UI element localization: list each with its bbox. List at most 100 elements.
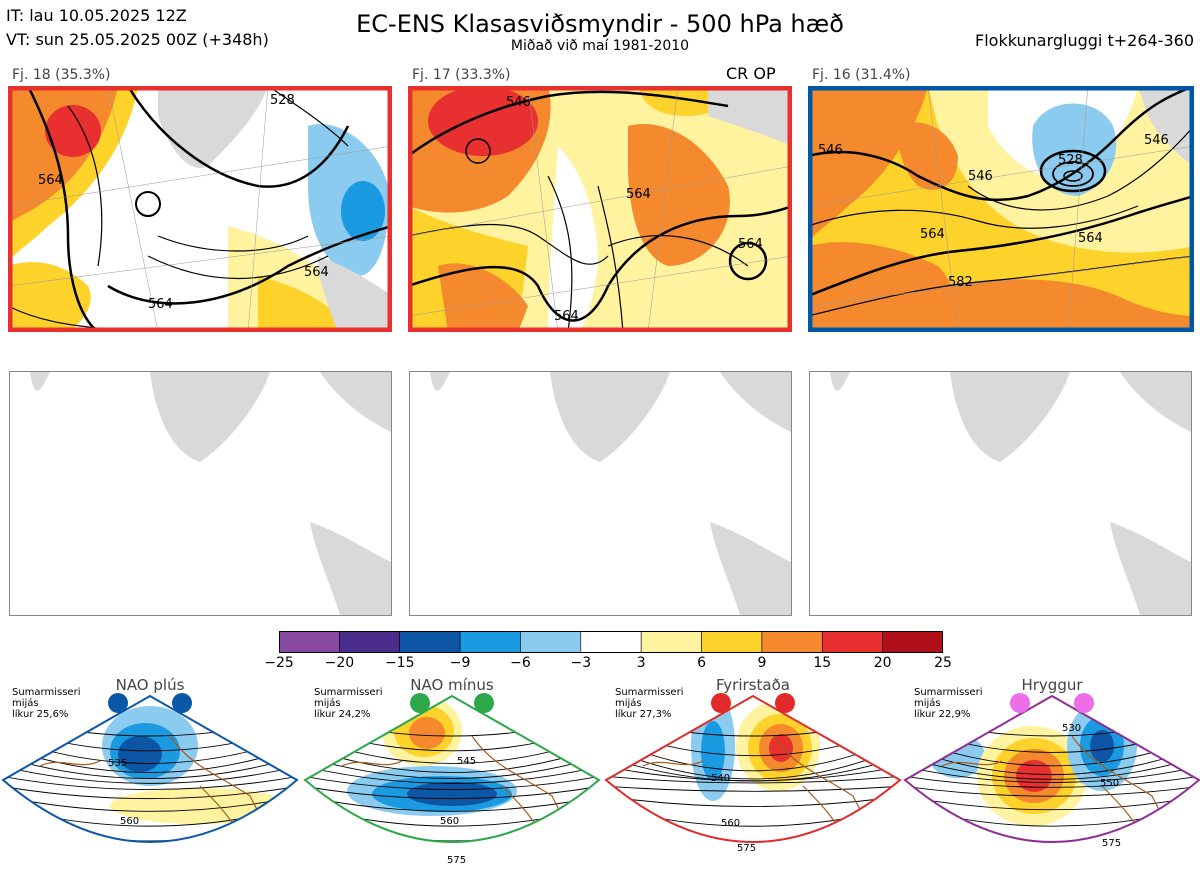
regime-pole-dot — [172, 693, 192, 713]
panel-3-border — [808, 86, 1194, 332]
colorbar-tick-label: 20 — [873, 655, 892, 671]
panel-2-label: Fj. 17 (33.3%) — [412, 67, 511, 83]
colorbar-tick-label: 25 — [934, 655, 952, 671]
regime-contour-label: 545 — [457, 756, 476, 767]
colorbar-cell — [821, 631, 883, 653]
panel-3-contour-label: 546 — [818, 143, 843, 158]
regime-fan-border — [303, 694, 601, 843]
colorbar-cell — [761, 631, 823, 653]
regime-fan-border — [604, 694, 902, 843]
cluster-map-3[interactable]: 546 546 528 564 564 582 546 — [808, 86, 1194, 332]
colorbar-tick-label: 3 — [636, 655, 646, 671]
panel-2-contour-label: 564 — [738, 237, 763, 252]
cluster-map-3-graphic: 546 546 528 564 564 582 546 — [808, 86, 1194, 332]
panel-1-border — [8, 86, 392, 332]
regime-info-line: mijás — [615, 698, 642, 709]
regime-fan-map: 545 560 575 — [303, 693, 601, 866]
colorbar-tick-label: 15 — [813, 655, 832, 671]
regime-info-line: mijás — [314, 698, 341, 709]
regime-title: NAO mínus — [410, 676, 494, 694]
empty-map-2-land — [430, 372, 791, 615]
panel-1-contour-label: 564 — [304, 265, 329, 280]
regime-fan-border — [1, 694, 299, 843]
colorbar — [279, 631, 943, 653]
regime-info-line: Sumarmisseri — [615, 687, 684, 698]
regime-contour-label: 535 — [108, 758, 127, 769]
colorbar-tick-label: −25 — [264, 655, 294, 671]
colorbar-cell — [640, 631, 702, 653]
cluster-map-1-graphic: 564 528 564 564 — [8, 86, 392, 332]
regime-info-line: líkur 22,9% — [914, 709, 971, 720]
panel-3-contour-label: 546 — [1144, 133, 1169, 148]
regime-pole-dot — [775, 693, 795, 713]
panel-2-contour-label: 564 — [626, 187, 651, 202]
empty-map-3-land — [830, 372, 1191, 615]
regime-info-line: Sumarmisseri — [914, 687, 983, 698]
regime-info: Sumarmisseri mijás líkur 25,6% — [12, 687, 80, 720]
regime-pole-dot — [108, 693, 128, 713]
regime-info-line: mijás — [914, 698, 941, 709]
empty-map-3 — [809, 371, 1192, 616]
regime-info-line: Sumarmisseri — [12, 687, 81, 698]
colorbar-cell — [701, 631, 763, 653]
regime-info-line: Sumarmisseri — [314, 687, 383, 698]
regime-contour-label: 575 — [737, 843, 756, 854]
regime-info-line: líkur 27,3% — [615, 709, 672, 720]
cluster-map-1[interactable]: 564 528 564 564 — [8, 86, 392, 332]
colorbar-cell — [399, 631, 461, 653]
regime-info-line: líkur 24,2% — [314, 709, 371, 720]
regime-fan-map: 535 560 — [1, 693, 299, 843]
regime-contour-label: 540 — [711, 773, 730, 784]
colorbar-tick-label: 6 — [697, 655, 706, 671]
empty-map-1-land — [30, 372, 391, 615]
cluster-map-2[interactable]: 546 564 564 564 — [408, 86, 792, 332]
regime-info: Sumarmisseri mijás líkur 22,9% — [914, 687, 982, 720]
regime-info-line: mijás — [12, 698, 39, 709]
regime-pole-dot — [474, 693, 494, 713]
colorbar-tick-label: −15 — [384, 655, 415, 671]
page-subtitle: Miðað við maí 1981-2010 — [510, 38, 690, 54]
panel-3-label: Fj. 16 (31.4%) — [812, 67, 911, 83]
regime-contour-label: 560 — [440, 816, 459, 827]
regime-fan-map: 540 560 575 — [604, 693, 902, 854]
panel-3-contour-label: 582 — [948, 275, 973, 290]
regime-title: Fyrirstaða — [716, 676, 790, 694]
regime-fan-border — [903, 694, 1200, 843]
colorbar-tick-label: −3 — [570, 655, 592, 671]
empty-map-1 — [9, 371, 392, 616]
regime-panel[interactable]: 545 560 575 NAO mínus Sumarmisseri mijás líkur… — [302, 676, 602, 871]
valid-time: VT: sun 25.05.2025 00Z (+348h) — [6, 30, 269, 49]
colorbar-tick-label: 9 — [757, 655, 767, 671]
panel-3-contour-label: 528 — [1058, 153, 1083, 168]
empty-map-2 — [409, 371, 792, 616]
regime-pole-dot — [1074, 693, 1094, 713]
regime-panel[interactable]: 530 550 575 Hryggur Sumarmisseri mijás líkur 2… — [902, 676, 1200, 871]
page-title: EC-ENS Klasasviðsmyndir - 500 hPa hæð — [356, 10, 844, 38]
initial-time: IT: lau 10.05.2025 12Z — [6, 6, 187, 25]
colorbar-cell — [279, 631, 340, 653]
regime-contour-label: 550 — [1100, 778, 1119, 789]
regime-fan-map: 530 550 575 — [903, 693, 1200, 849]
panel-1-label: Fj. 18 (35.3%) — [12, 67, 111, 83]
regime-info: Sumarmisseri mijás líkur 24,2% — [314, 687, 382, 720]
regime-pole-dot — [711, 693, 731, 713]
panel-2-contour-label: 546 — [506, 95, 531, 110]
regime-contour-label: 575 — [1102, 838, 1121, 849]
regime-panel[interactable]: 535 560 NAO plús Sumarmisseri mijás líkur 25,… — [0, 676, 300, 871]
panel-1-contour-label: 528 — [270, 93, 295, 108]
panel-1-contour-label: 564 — [38, 173, 63, 188]
regime-title: NAO plús — [115, 676, 185, 694]
colorbar-tick-label: −6 — [510, 655, 531, 671]
colorbar-cell — [520, 631, 582, 653]
panel-3-contour-label: 564 — [1078, 231, 1103, 246]
regime-panel[interactable]: 540 560 575 Fyrirstaða Sumarmisseri mijás líku… — [603, 676, 903, 871]
colorbar-cell — [459, 631, 521, 653]
regime-pole-dot — [1010, 693, 1030, 713]
panel-2-crop-label: CR OP — [726, 64, 776, 83]
cluster-map-2-graphic: 546 564 564 564 — [408, 86, 792, 332]
cluster-window: Flokkunargluggi t+264-360 — [975, 31, 1194, 50]
regime-contour-label: 530 — [1062, 723, 1081, 734]
colorbar-cell — [339, 631, 401, 653]
regime-title: Hryggur — [1021, 676, 1083, 694]
regime-info: Sumarmisseri mijás líkur 27,3% — [615, 687, 683, 720]
